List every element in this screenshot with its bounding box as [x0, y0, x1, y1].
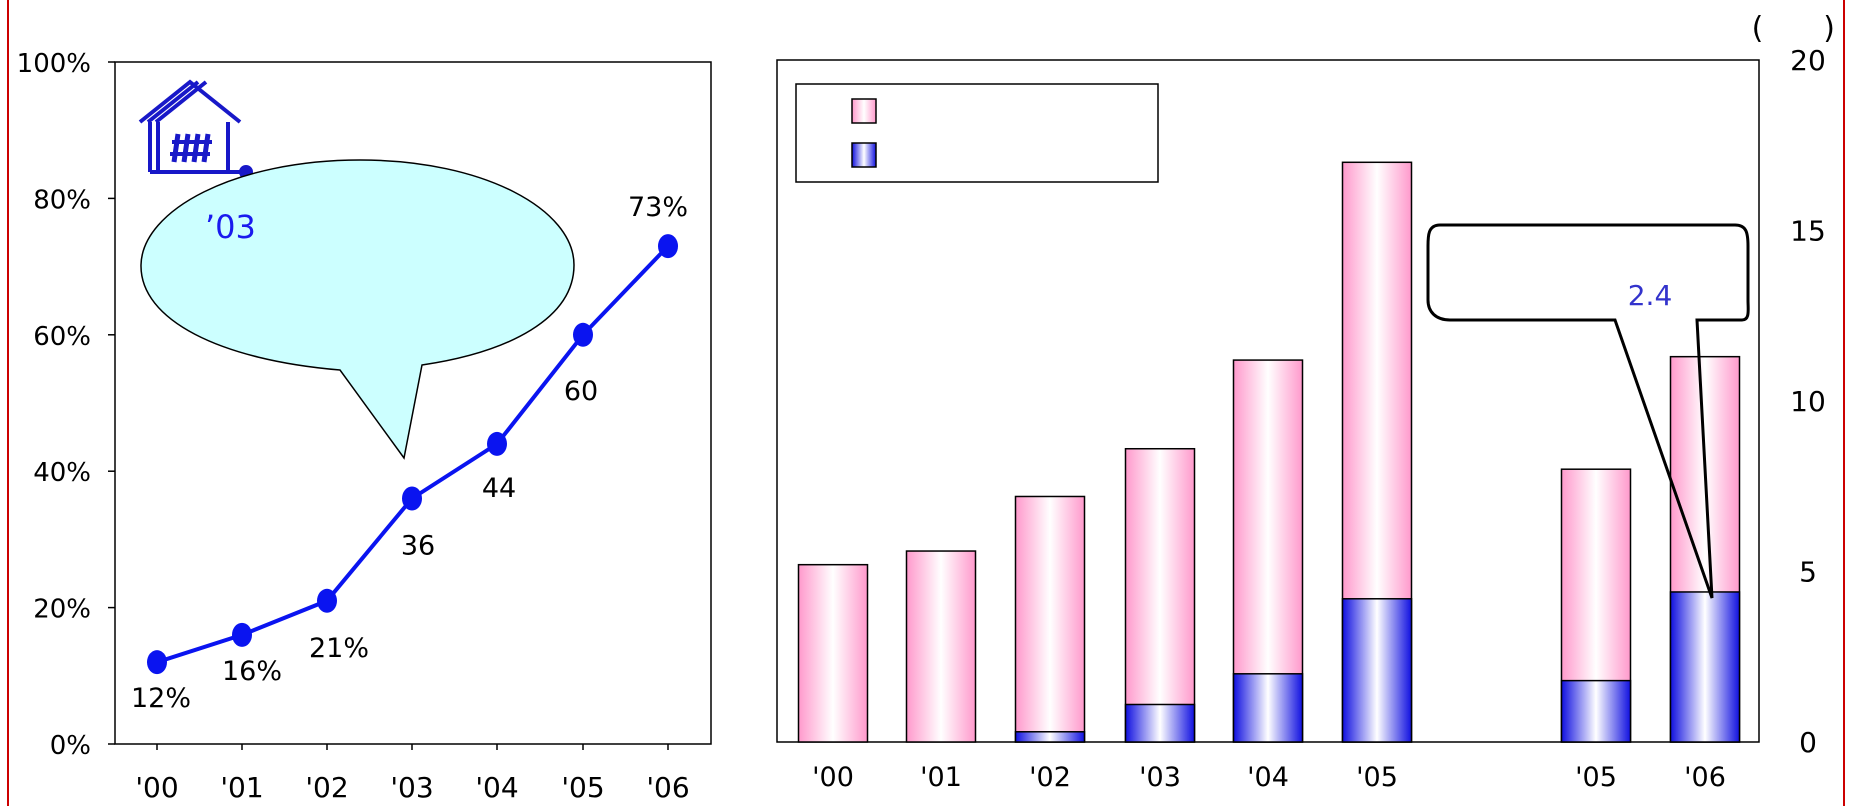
- data-point: [317, 588, 337, 613]
- bar-sub: [1669, 591, 1741, 743]
- x-tick-label: '02: [305, 771, 348, 804]
- x-tick-label: '05: [1356, 762, 1398, 793]
- bar-chart-x-axis: '00 '01 '02 '03 '04 '05 '05 '06: [812, 762, 1726, 793]
- y-tick-label: 0: [1799, 726, 1817, 759]
- legend-swatch-sub: [851, 142, 877, 168]
- y-tick-label: 100%: [17, 49, 91, 79]
- house-logo-icon: [138, 79, 253, 179]
- bar-chart: 0 5 10 15 20 '00 '01 '02 '03 '04 '05 '05 '06 ( ) 2.…: [776, 11, 1835, 793]
- y-tick-label: 0%: [50, 731, 91, 761]
- data-point: [402, 486, 422, 511]
- y-tick-label: 20: [1790, 44, 1826, 77]
- bar-total: [797, 563, 869, 743]
- x-tick-label: '05: [1575, 762, 1617, 793]
- x-tick-label: '03: [1139, 762, 1181, 793]
- x-tick-label: '03: [390, 771, 433, 804]
- bar-total: [1014, 495, 1086, 743]
- y-tick-label: 15: [1790, 215, 1826, 248]
- data-label: 36: [401, 530, 435, 561]
- legend-box: [795, 83, 1159, 183]
- bar-sub: [1341, 598, 1413, 743]
- speech-bubble-text: ’03: [205, 208, 256, 246]
- bar-sub: [1124, 703, 1196, 743]
- data-label: 12%: [131, 683, 191, 714]
- y-tick-label: 20%: [33, 595, 91, 625]
- data-point: [573, 322, 593, 347]
- x-tick-label: '05: [561, 771, 604, 804]
- bar-sub: [1560, 679, 1632, 743]
- y-tick-label: 10: [1790, 385, 1826, 418]
- data-label: 44: [482, 473, 516, 504]
- speech-bubble: [140, 159, 575, 460]
- data-point: [232, 622, 252, 647]
- data-label: 60: [564, 376, 598, 407]
- x-tick-label: '00: [135, 771, 178, 804]
- bar-total: [1124, 447, 1196, 743]
- line-chart: 0% 20% 40% 60% 80% 100% '00 '01 '02 '03 '04 '05 '06…: [17, 49, 712, 804]
- x-tick-label: '01: [920, 762, 962, 793]
- data-point: [487, 431, 507, 456]
- y-tick-label: 60%: [33, 322, 91, 352]
- legend-swatch-total: [851, 98, 877, 124]
- x-tick-label: '04: [475, 771, 518, 804]
- x-tick-label: '06: [1684, 762, 1726, 793]
- line-chart-x-axis: '00 '01 '02 '03 '04 '05 '06: [135, 744, 690, 804]
- data-label: 73%: [628, 192, 688, 223]
- data-label: 16%: [222, 656, 282, 687]
- x-tick-label: '00: [812, 762, 854, 793]
- x-tick-label: '01: [220, 771, 263, 804]
- value-callout: 2.4: [1426, 223, 1750, 599]
- bar-sub: [1014, 731, 1086, 743]
- y-tick-label: 5: [1799, 556, 1817, 589]
- bar-chart-y-axis: 0 5 10 15 20: [1790, 44, 1826, 759]
- x-tick-label: '04: [1247, 762, 1289, 793]
- bar-chart-legend: [795, 83, 1159, 183]
- x-tick-label: '06: [646, 771, 689, 804]
- y-tick-label: 80%: [33, 185, 91, 215]
- data-point: [658, 234, 678, 259]
- x-tick-label: '02: [1029, 762, 1071, 793]
- line-chart-y-axis: 0% 20% 40% 60% 80% 100%: [17, 49, 115, 761]
- unit-bracket: ( ): [1752, 11, 1835, 46]
- data-point: [147, 650, 167, 675]
- callout-value: 2.4: [1628, 279, 1673, 312]
- bar-total: [905, 550, 977, 743]
- data-label: 21%: [309, 633, 369, 664]
- y-tick-label: 40%: [33, 458, 91, 488]
- bar-sub: [1232, 673, 1304, 743]
